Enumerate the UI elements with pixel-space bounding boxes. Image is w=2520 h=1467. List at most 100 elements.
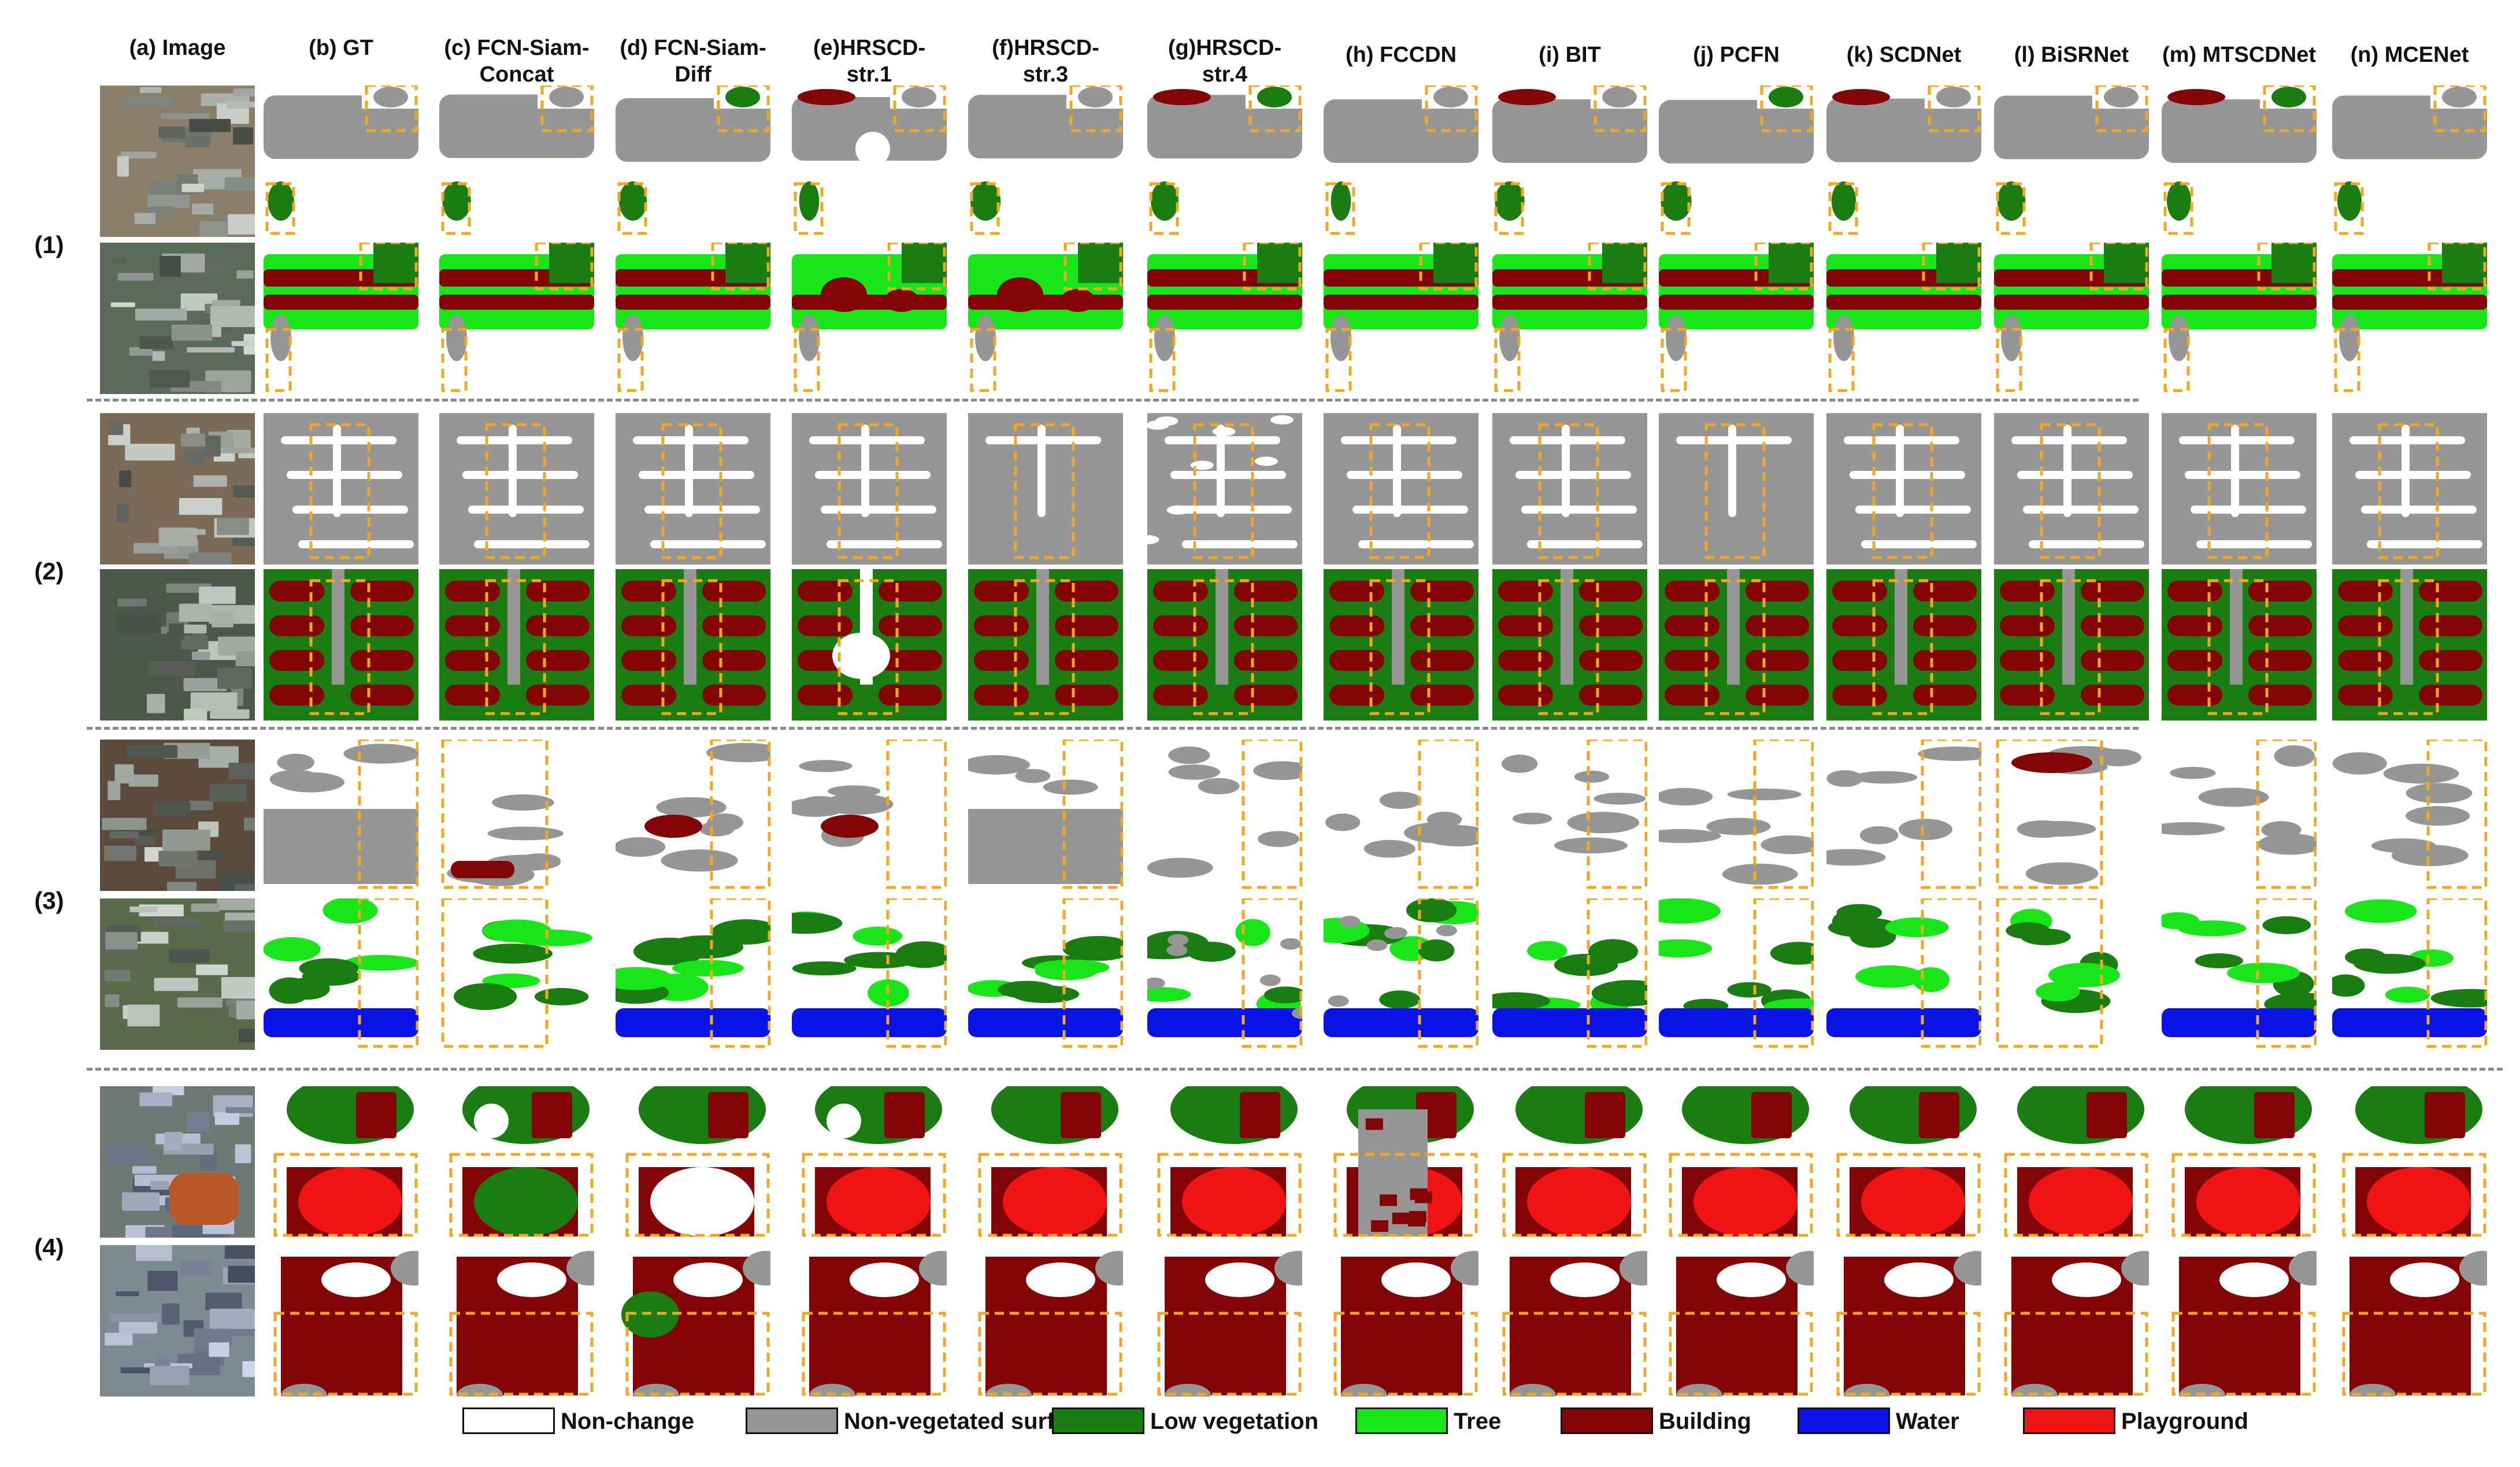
- change-map-f-row1-t1: [968, 86, 1123, 237]
- change-map-j-row2-t1: [1659, 413, 1814, 564]
- change-map-m-row1-t1: [2162, 86, 2317, 237]
- change-map-b-row2-t1: [264, 413, 418, 564]
- change-map-n-row3-t2: [2332, 898, 2487, 1050]
- change-map-c-row1-t2: [439, 243, 594, 394]
- column-header-m: (m) MTSCDNet: [2162, 43, 2316, 67]
- change-map-e-row2-t2: [792, 569, 947, 720]
- change-map-d-row2-t2: [616, 569, 770, 720]
- column-header-d: (d) FCN-Siam- Diff: [620, 36, 766, 87]
- change-map-e-row3-t1: [792, 740, 947, 891]
- change-map-d-row3-t1: [616, 740, 770, 891]
- change-map-k-row3-t2: [1826, 898, 1981, 1050]
- change-map-h-row2-t1: [1324, 413, 1478, 564]
- input-image-a-row1-t1: [100, 86, 255, 237]
- change-map-d-row1-t2: [616, 243, 770, 394]
- change-map-k-row4-t2: [1826, 1245, 1981, 1397]
- column-header-a: (a) Image: [129, 36, 226, 60]
- change-map-j-row3-t2: [1659, 898, 1814, 1050]
- column-header-k: (k) SCDNet: [1846, 43, 1962, 67]
- row-divider: [87, 727, 2139, 730]
- legend-label: Water: [1896, 1409, 1959, 1434]
- legend-label: Low vegetation: [1150, 1409, 1319, 1434]
- row-divider: [87, 399, 2139, 402]
- change-map-n-row4-t2: [2332, 1245, 2487, 1397]
- change-map-d-row4-t1: [616, 1086, 770, 1238]
- column-header-b: (b) GT: [309, 36, 373, 60]
- change-map-k-row1-t1: [1826, 86, 1981, 237]
- change-map-m-row3-t2: [2162, 898, 2317, 1050]
- legend-swatch: [1798, 1407, 1890, 1434]
- row-label-1: (1): [34, 231, 64, 258]
- change-map-n-row3-t1: [2332, 740, 2487, 891]
- legend-label: Building: [1659, 1409, 1751, 1434]
- change-map-i-row2-t2: [1492, 569, 1647, 720]
- change-map-g-row3-t1: [1147, 740, 1302, 891]
- change-map-h-row4-t1: [1324, 1086, 1478, 1238]
- change-map-j-row2-t2: [1659, 569, 1814, 720]
- change-map-g-row2-t2: [1147, 569, 1302, 720]
- row-divider: [87, 1068, 2503, 1071]
- change-map-b-row4-t2: [264, 1245, 418, 1397]
- column-header-e: (e)HRSCD- str.1: [813, 36, 926, 87]
- change-map-i-row4-t1: [1492, 1086, 1647, 1238]
- change-map-c-row4-t2: [439, 1245, 594, 1397]
- change-map-g-row1-t1: [1147, 86, 1302, 237]
- change-map-g-row2-t1: [1147, 413, 1302, 564]
- change-map-k-row4-t1: [1826, 1086, 1981, 1238]
- legend-swatch: [1561, 1407, 1653, 1434]
- change-map-d-row2-t1: [616, 413, 770, 564]
- change-map-f-row4-t1: [968, 1086, 1123, 1238]
- change-map-l-row1-t1: [1994, 86, 2149, 237]
- column-header-n: (n) MCENet: [2350, 43, 2469, 67]
- change-map-m-row3-t1: [2162, 740, 2317, 891]
- legend-label: Playground: [2121, 1409, 2249, 1434]
- change-map-c-row3-t1: [439, 740, 594, 891]
- column-header-j: (j) PCFN: [1693, 43, 1780, 67]
- change-map-l-row2-t2: [1994, 569, 2149, 720]
- change-map-c-row1-t1: [439, 86, 594, 237]
- change-map-d-row3-t2: [616, 898, 770, 1050]
- input-image-a-row1-t2: [100, 243, 255, 394]
- change-map-l-row4-t2: [1994, 1245, 2149, 1397]
- input-image-a-row2-t1: [100, 413, 255, 564]
- change-map-n-row2-t2: [2332, 569, 2487, 720]
- change-map-c-row4-t1: [439, 1086, 594, 1238]
- change-map-m-row2-t1: [2162, 413, 2317, 564]
- change-map-f-row4-t2: [968, 1245, 1123, 1397]
- change-map-m-row4-t2: [2162, 1245, 2317, 1397]
- change-map-i-row3-t1: [1492, 740, 1647, 891]
- legend-swatch: [746, 1407, 838, 1434]
- change-map-e-row1-t1: [792, 86, 947, 237]
- change-map-j-row4-t1: [1659, 1086, 1814, 1238]
- change-map-b-row2-t2: [264, 569, 418, 720]
- change-map-h-row1-t2: [1324, 243, 1478, 394]
- change-map-b-row1-t2: [264, 243, 418, 394]
- column-header-i: (i) BIT: [1539, 43, 1601, 67]
- change-map-h-row3-t2: [1324, 898, 1478, 1050]
- change-map-j-row3-t1: [1659, 740, 1814, 891]
- change-map-g-row4-t2: [1147, 1245, 1302, 1397]
- change-map-b-row4-t1: [264, 1086, 418, 1238]
- change-map-f-row2-t2: [968, 569, 1123, 720]
- change-map-f-row1-t2: [968, 243, 1123, 394]
- row-label-4: (4): [34, 1234, 64, 1261]
- input-image-a-row3-t2: [100, 898, 255, 1050]
- change-map-e-row3-t2: [792, 898, 947, 1050]
- change-map-l-row3-t2: [1994, 898, 2149, 1050]
- change-map-j-row1-t1: [1659, 86, 1814, 237]
- change-map-g-row1-t2: [1147, 243, 1302, 394]
- change-map-i-row1-t1: [1492, 86, 1647, 237]
- change-map-h-row2-t2: [1324, 569, 1478, 720]
- input-image-a-row3-t1: [100, 740, 255, 891]
- change-map-m-row1-t2: [2162, 243, 2317, 394]
- column-header-h: (h) FCCDN: [1345, 43, 1457, 67]
- change-map-n-row2-t1: [2332, 413, 2487, 564]
- row-label-2: (2): [34, 558, 64, 585]
- change-map-c-row2-t1: [439, 413, 594, 564]
- column-header-c: (c) FCN-Siam- Concat: [444, 36, 590, 87]
- column-header-f: (f)HRSCD- str.3: [992, 36, 1099, 87]
- change-map-b-row1-t1: [264, 86, 418, 237]
- change-map-h-row3-t1: [1324, 740, 1478, 891]
- change-map-b-row3-t1: [264, 740, 418, 891]
- change-map-e-row1-t2: [792, 243, 947, 394]
